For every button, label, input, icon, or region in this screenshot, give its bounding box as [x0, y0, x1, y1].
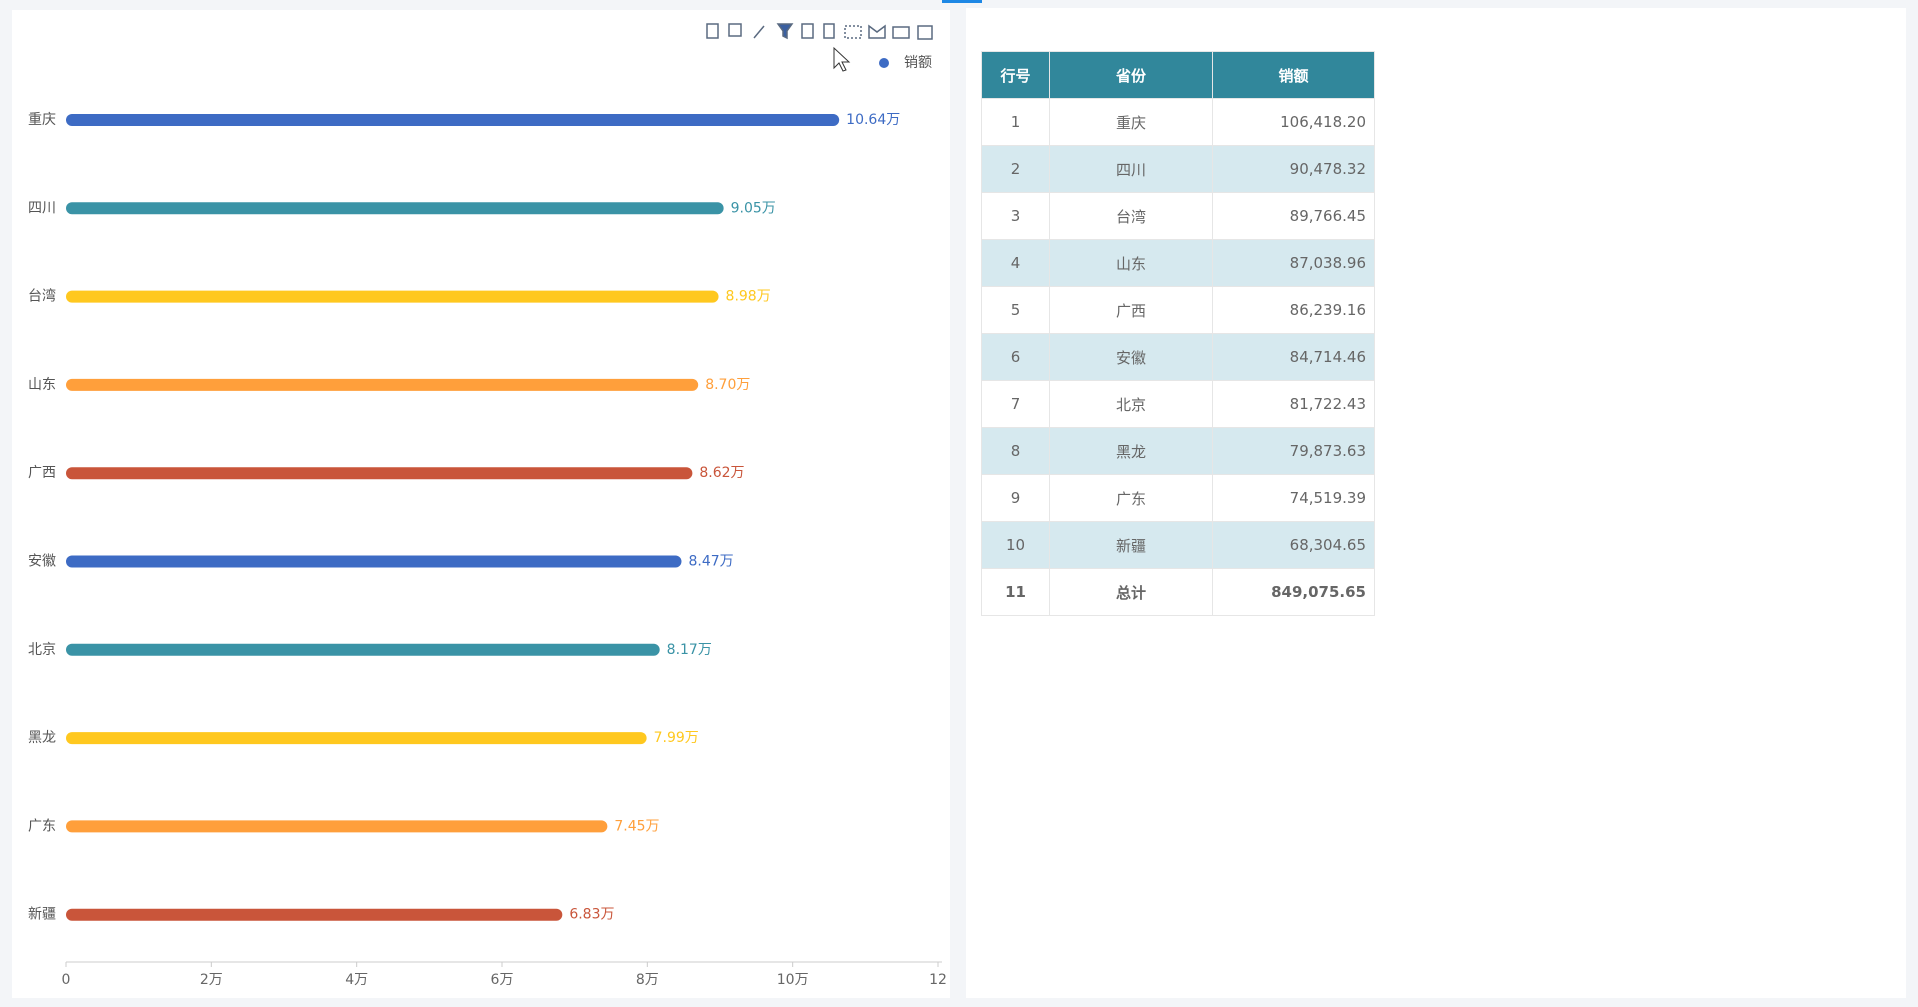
table-cell: 广西	[1049, 286, 1213, 334]
legend-marker	[879, 58, 889, 68]
table-cell: 81,722.43	[1212, 380, 1375, 428]
header-cell: 销额	[1212, 51, 1375, 99]
table-cell: 79,873.63	[1212, 427, 1375, 475]
bar	[66, 555, 682, 568]
y-tick-label: 广西	[28, 465, 56, 481]
y-tick-label: 山东	[28, 377, 56, 393]
table-cell: 84,714.46	[1212, 333, 1375, 381]
table-row: 3 台湾 89,766.45	[981, 192, 1375, 240]
table-cell: 新疆	[1049, 521, 1213, 569]
table-cell: 广东	[1049, 474, 1213, 522]
bar	[66, 820, 608, 833]
table-cell: 7	[981, 380, 1050, 428]
table-row: 9 广东 74,519.39	[981, 474, 1375, 522]
value-label: 9.05万	[731, 200, 776, 216]
toolbar[interactable]	[706, 23, 933, 40]
bar	[66, 643, 660, 656]
table-panel: 行号 省份 销额 1 重庆 106,418.20 2 四川 90,478.32 3 台湾 89,766…	[966, 8, 1906, 998]
y-tick-label: 北京	[28, 642, 56, 658]
table-cell: 5	[981, 286, 1050, 334]
x-tick-label: 10万	[777, 972, 809, 988]
table-cell: 台湾	[1049, 192, 1213, 240]
table-cell: 90,478.32	[1212, 145, 1375, 193]
bar	[66, 114, 840, 126]
table-cell: 8	[981, 427, 1050, 475]
table-row: 4 山东 87,038.96	[981, 239, 1375, 287]
bar	[66, 908, 563, 921]
y-tick-label: 四川	[28, 200, 56, 216]
bar	[66, 467, 693, 480]
table-row: 5 广西 86,239.16	[981, 286, 1375, 334]
tab-indicator	[942, 0, 982, 3]
value-label: 7.99万	[654, 730, 699, 746]
value-label: 10.64万	[846, 112, 900, 128]
table-cell: 10	[981, 521, 1050, 569]
value-label: 6.83万	[569, 907, 614, 923]
table-cell: 四川	[1049, 145, 1213, 193]
table-row: 11 总计 849,075.65	[981, 568, 1375, 616]
table-cell: 6	[981, 333, 1050, 381]
bar	[66, 378, 699, 391]
table-row: 2 四川 90,478.32	[981, 145, 1375, 193]
header-cell: 省份	[1049, 51, 1213, 99]
value-label: 7.45万	[614, 818, 659, 834]
value-label: 8.17万	[667, 642, 712, 658]
table-cell: 86,239.16	[1212, 286, 1375, 334]
y-tick-label: 黑龙	[28, 730, 56, 746]
table-cell: 4	[981, 239, 1050, 287]
y-tick-label: 台湾	[28, 288, 56, 305]
value-label: 8.98万	[726, 289, 771, 305]
x-tick-label: 12	[929, 972, 947, 988]
y-tick-label: 广东	[28, 818, 56, 834]
x-tick-label: 6万	[491, 972, 514, 988]
table-cell: 89,766.45	[1212, 192, 1375, 240]
table-cell: 68,304.65	[1212, 521, 1375, 569]
table-cell: 1	[981, 98, 1050, 146]
table-cell: 2	[981, 145, 1050, 193]
table-cell: 重庆	[1049, 98, 1213, 146]
y-tick-label: 安徽	[28, 554, 56, 570]
bar	[66, 202, 724, 215]
legend-label: 销额	[904, 55, 932, 71]
table-cell: 87,038.96	[1212, 239, 1375, 287]
data-table: 行号 省份 销额 1 重庆 106,418.20 2 四川 90,478.32 3 台湾 89,766…	[981, 51, 1375, 616]
table-cell: 3	[981, 192, 1050, 240]
table-row: 10 新疆 68,304.65	[981, 521, 1375, 569]
x-tick-label: 8万	[636, 972, 659, 988]
cursor	[833, 46, 851, 72]
header-cell: 行号	[981, 51, 1050, 99]
table-row: 8 黑龙 79,873.63	[981, 427, 1375, 475]
table-row: 7 北京 81,722.43	[981, 380, 1375, 428]
table-row: 6 安徽 84,714.46	[981, 333, 1375, 381]
x-tick-label: 2万	[200, 972, 223, 988]
table-cell: 山东	[1049, 239, 1213, 287]
x-tick-label: 4万	[345, 972, 368, 988]
table-cell: 安徽	[1049, 333, 1213, 381]
table-cell: 849,075.65	[1212, 568, 1375, 616]
bar	[66, 290, 719, 303]
table-cell: 9	[981, 474, 1050, 522]
table-cell: 总计	[1049, 568, 1213, 616]
bar	[66, 732, 647, 745]
table-cell: 11	[981, 568, 1050, 616]
table-cell: 74,519.39	[1212, 474, 1375, 522]
table-row: 1 重庆 106,418.20	[981, 98, 1375, 146]
value-label: 8.47万	[688, 554, 733, 570]
y-tick-label: 重庆	[28, 112, 56, 128]
table-cell: 黑龙	[1049, 427, 1213, 475]
table-cell: 北京	[1049, 380, 1213, 428]
value-label: 8.62万	[699, 465, 744, 481]
value-label: 8.70万	[705, 377, 750, 393]
y-tick-label: 新疆	[28, 907, 56, 923]
x-tick-label: 0	[62, 972, 71, 988]
header-row: 行号 省份 销额	[981, 51, 1375, 99]
table-cell: 106,418.20	[1212, 98, 1375, 146]
